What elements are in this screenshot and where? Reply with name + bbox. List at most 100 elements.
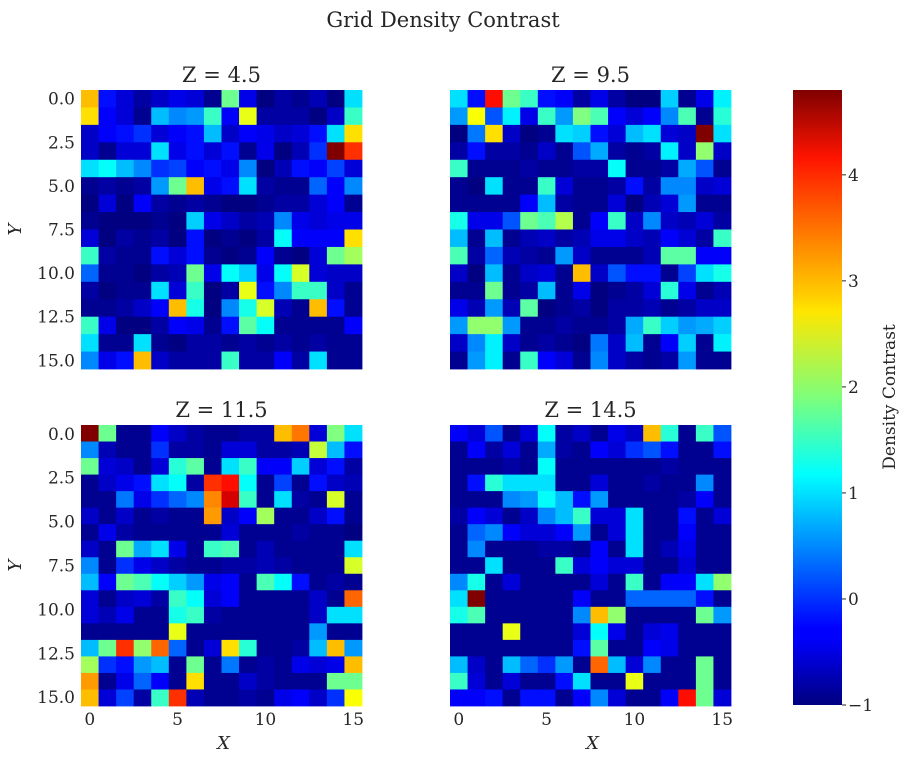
heatmap-cell xyxy=(713,656,732,674)
heatmap-cell xyxy=(274,590,293,608)
heatmap-cell xyxy=(643,281,662,300)
heatmap-cell xyxy=(274,212,293,230)
heatmap-cell xyxy=(98,229,117,248)
heatmap-cell xyxy=(485,639,504,657)
heatmap-cell xyxy=(116,316,135,335)
heatmap-cell xyxy=(151,281,170,300)
heatmap-cell xyxy=(555,656,574,674)
heatmap-cell xyxy=(274,689,293,707)
heatmap-cell xyxy=(116,557,135,575)
heatmap-cell xyxy=(274,177,293,196)
heatmap-cell xyxy=(555,573,574,591)
heatmap-cell xyxy=(168,672,187,690)
heatmap-cell xyxy=(678,246,697,265)
heatmap-cell xyxy=(660,540,679,558)
heatmap-cell xyxy=(502,689,521,707)
heatmap-cell xyxy=(81,474,99,492)
colorbar-tick-label: 3 xyxy=(848,272,859,292)
heatmap-cell xyxy=(186,689,205,707)
heatmap-cell xyxy=(713,540,732,558)
heatmap-cell xyxy=(572,90,591,108)
heatmap-cell xyxy=(133,606,152,624)
heatmap-cell xyxy=(221,212,240,230)
heatmap-cell xyxy=(450,194,468,213)
heatmap-cell xyxy=(133,334,152,352)
heatmap-cell xyxy=(151,142,170,161)
heatmap-cell xyxy=(168,159,187,178)
heatmap-cell xyxy=(344,264,363,283)
heatmap-cell xyxy=(98,299,117,318)
heatmap-cell xyxy=(485,557,504,575)
heatmap-cell xyxy=(520,491,539,509)
heatmap-cell xyxy=(309,573,328,591)
heatmap-cell xyxy=(186,299,205,318)
heatmap-cell xyxy=(450,281,468,300)
heatmap-cell xyxy=(643,491,662,509)
heatmap-cell xyxy=(256,177,275,196)
heatmap-cell xyxy=(485,507,504,525)
heatmap-cell xyxy=(608,623,627,641)
heatmap-cell xyxy=(186,639,205,657)
heatmap-cell xyxy=(168,623,187,641)
heatmap-cell xyxy=(660,639,679,657)
x-tick-label: 15 xyxy=(711,710,733,730)
heatmap-cell xyxy=(168,90,187,108)
heatmap-cell xyxy=(98,177,117,196)
heatmap-cell xyxy=(678,334,697,352)
heatmap-cell xyxy=(555,441,574,459)
heatmap-cell xyxy=(203,425,222,442)
heatmap-cell xyxy=(485,246,504,265)
heatmap-cell xyxy=(590,316,609,335)
heatmap-cell xyxy=(467,590,486,608)
heatmap-cell xyxy=(133,639,152,657)
heatmap-cell xyxy=(643,639,662,657)
heatmap-cell xyxy=(695,299,714,318)
heatmap-cell xyxy=(81,623,99,641)
heatmap-cell xyxy=(713,425,732,442)
heatmap-cell xyxy=(326,351,345,370)
heatmap-cell xyxy=(203,264,222,283)
heatmap-cell xyxy=(98,458,117,475)
heatmap-cell xyxy=(98,316,117,335)
heatmap-cell xyxy=(326,590,345,608)
heatmap-cell xyxy=(239,124,258,143)
heatmap-cell xyxy=(168,524,187,542)
heatmap-cell xyxy=(660,623,679,641)
heatmap-cell xyxy=(625,656,644,674)
heatmap-cell xyxy=(186,458,205,475)
heatmap-cell xyxy=(555,623,574,641)
x-tick-label: 10 xyxy=(624,710,646,730)
heatmap-cell xyxy=(467,90,486,108)
heatmap-cell xyxy=(186,159,205,178)
heatmap-cell xyxy=(256,229,275,248)
heatmap-cell xyxy=(555,90,574,108)
y-tick-label: 2.5 xyxy=(48,133,75,153)
heatmap-cell xyxy=(291,573,310,591)
heatmap-cell xyxy=(116,142,135,161)
heatmap-cell xyxy=(239,142,258,161)
heatmap-cell xyxy=(502,623,521,641)
heatmap-cell xyxy=(695,606,714,624)
heatmap-cell xyxy=(485,316,504,335)
heatmap-cell xyxy=(98,689,117,707)
heatmap-cell xyxy=(678,264,697,283)
heatmap-cell xyxy=(203,672,222,690)
heatmap-cell xyxy=(520,142,539,161)
heatmap-cell xyxy=(572,177,591,196)
heatmap-cell xyxy=(116,229,135,248)
heatmap-cell xyxy=(274,656,293,674)
heatmap-cell xyxy=(485,281,504,300)
heatmap-cell xyxy=(221,229,240,248)
heatmap-cell xyxy=(274,540,293,558)
heatmap-cell xyxy=(239,351,258,370)
heatmap-cell xyxy=(608,299,627,318)
heatmap-cell xyxy=(555,142,574,161)
heatmap-cell xyxy=(555,425,574,442)
heatmap-cell xyxy=(713,441,732,459)
heatmap-cell xyxy=(203,351,222,370)
heatmap-cell xyxy=(608,425,627,442)
heatmap-cell xyxy=(98,524,117,542)
heatmap-cell xyxy=(81,573,99,591)
heatmap-cell xyxy=(608,124,627,143)
heatmap-cell xyxy=(81,194,99,213)
